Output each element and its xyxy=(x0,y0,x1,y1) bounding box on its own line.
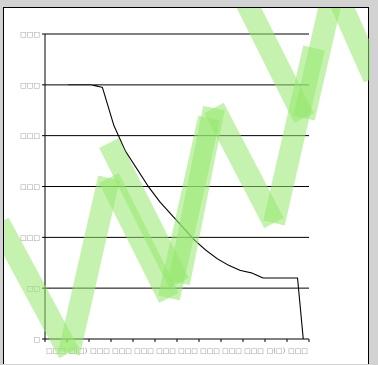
watermark-stroke xyxy=(334,8,370,78)
x-tick-label: □□□ xyxy=(244,347,264,355)
x-tick-label: □□□ xyxy=(288,347,308,355)
y-tick-label: □ xyxy=(33,336,40,344)
watermark-stroke xyxy=(304,8,334,118)
watermark xyxy=(4,8,370,353)
y-tick-label: □□□ xyxy=(20,183,40,191)
x-tick-label: □(□) xyxy=(267,347,286,355)
x-tick-label: □□□ xyxy=(222,347,242,355)
x-tick-label: □□□ xyxy=(112,347,132,355)
chart-svg: □□□□□□□□□□□□□□□□□□ □□□□(□)□□□□□□□□□□□□□□… xyxy=(4,8,370,365)
x-tick-label: □□□ xyxy=(200,347,220,355)
chart-panel: □□□□□□□□□□□□□□□□□□ □□□□(□)□□□□□□□□□□□□□□… xyxy=(3,7,369,364)
y-tick-label: □□□ xyxy=(20,81,40,89)
watermark-stroke xyxy=(69,178,109,353)
y-tick-label: □□□ xyxy=(20,132,40,140)
watermark-stroke xyxy=(214,108,274,223)
y-tick-label: □□□ xyxy=(20,31,40,39)
x-tick-label: □□□ xyxy=(178,347,198,355)
y-tick-label: □□□ xyxy=(20,234,40,242)
x-tick-labels: □□□□(□)□□□□□□□□□□□□□□□□□□□□□□□□□(□)□□□ xyxy=(46,347,308,355)
x-tick-label: □□□ xyxy=(90,347,110,355)
x-tick-label: □□□ xyxy=(134,347,154,355)
watermark-stroke xyxy=(244,8,304,118)
x-tick-label: □□□ xyxy=(156,347,176,355)
